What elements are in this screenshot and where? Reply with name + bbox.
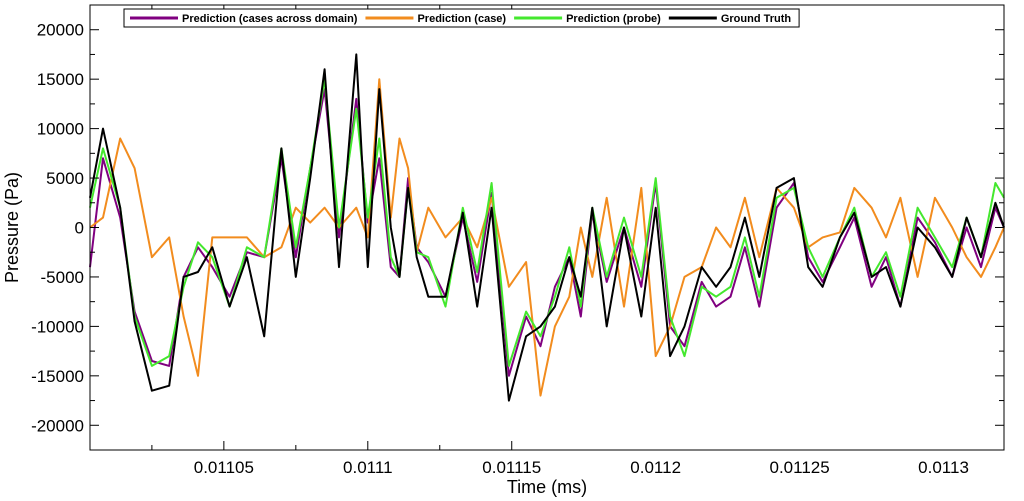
series-line-1 bbox=[89, 78, 1005, 397]
y-tick-label: 10000 bbox=[37, 120, 84, 139]
y-tick-label: 5000 bbox=[46, 169, 84, 188]
legend-label-1: Prediction (case) bbox=[417, 13, 506, 25]
x-tick-label: 0.0111 bbox=[343, 458, 392, 477]
series-line-2 bbox=[89, 78, 1005, 367]
x-axis-title: Time (ms) bbox=[507, 477, 587, 497]
y-tick-label: -15000 bbox=[31, 367, 84, 386]
legend: Prediction (cases across domain) Predicti… bbox=[123, 8, 800, 28]
y-axis: -20000 -15000 -10000 -5000 0 5000 10000 15000 20… bbox=[31, 4, 1004, 451]
y-tick-label: 20000 bbox=[37, 21, 84, 40]
y-tick-label: -10000 bbox=[31, 317, 84, 336]
y-tick-label: 0 bbox=[75, 219, 84, 238]
legend-label-2: Prediction (probe) bbox=[566, 13, 661, 25]
y-tick-label: -5000 bbox=[41, 268, 84, 287]
series-layer bbox=[89, 53, 1005, 402]
series-line-3 bbox=[89, 53, 1005, 402]
x-tick-label: 0.0113 bbox=[918, 458, 969, 477]
x-tick-label: 0.0112 bbox=[630, 458, 681, 477]
legend-label-0: Prediction (cases across domain) bbox=[182, 13, 358, 25]
legend-label-3: Ground Truth bbox=[721, 13, 792, 25]
x-tick-label: 0.01105 bbox=[194, 458, 254, 477]
y-tick-label: 15000 bbox=[37, 70, 84, 89]
x-tick-label: 0.01115 bbox=[482, 458, 541, 477]
series-line-0 bbox=[89, 88, 1005, 377]
x-tick-label: 0.01125 bbox=[770, 458, 830, 477]
y-tick-label: -20000 bbox=[31, 416, 84, 435]
y-axis-title: Pressure (Pa) bbox=[2, 172, 22, 283]
legend-box bbox=[123, 8, 800, 28]
plot-frame bbox=[89, 4, 1005, 451]
x-axis: 0.01105 0.0111 0.01115 0.0112 0.01125 0.0113 bbox=[151, 5, 969, 477]
